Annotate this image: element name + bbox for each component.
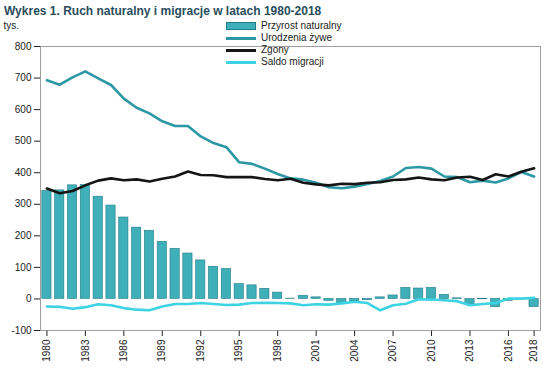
svg-text:1989: 1989 bbox=[156, 339, 167, 362]
svg-text:2018: 2018 bbox=[528, 339, 539, 362]
html-text:Wykres 1. Ruch naturalny i mig: Wykres 1. Ruch naturalny i migracje w la… bbox=[4, 4, 322, 18]
svg-text:300: 300 bbox=[15, 198, 32, 209]
svg-text:0: 0 bbox=[26, 293, 32, 304]
svg-text:2007: 2007 bbox=[387, 339, 398, 362]
svg-text:500: 500 bbox=[15, 135, 32, 146]
svg-text:2016: 2016 bbox=[503, 339, 514, 362]
svg-text:400: 400 bbox=[15, 167, 32, 178]
svg-text:tys.: tys. bbox=[4, 20, 20, 31]
svg-text:1980: 1980 bbox=[41, 339, 52, 362]
svg-text:2010: 2010 bbox=[426, 339, 437, 362]
html-text:Przyrost naturalny: Przyrost naturalny bbox=[261, 20, 342, 31]
svg-text:700: 700 bbox=[15, 72, 32, 83]
html-text:Zgony: Zgony bbox=[261, 44, 289, 55]
svg-text:200: 200 bbox=[15, 230, 32, 241]
svg-text:800: 800 bbox=[15, 41, 32, 52]
svg-text:2004: 2004 bbox=[349, 339, 360, 362]
svg-text:100: 100 bbox=[15, 262, 32, 273]
svg-text:2013: 2013 bbox=[464, 339, 475, 362]
svg-text:1998: 1998 bbox=[272, 339, 283, 362]
svg-text:2001: 2001 bbox=[310, 339, 321, 362]
svg-text:-100: -100 bbox=[11, 325, 31, 336]
svg-text:600: 600 bbox=[15, 104, 32, 115]
svg-text:1995: 1995 bbox=[233, 339, 244, 362]
html-text:Urodzenia żywe: Urodzenia żywe bbox=[261, 32, 333, 43]
svg-text:1983: 1983 bbox=[80, 339, 91, 362]
svg-text:1986: 1986 bbox=[118, 339, 129, 362]
svg-text:1992: 1992 bbox=[195, 339, 206, 362]
html-text:Saldo migracji: Saldo migracji bbox=[261, 56, 324, 67]
